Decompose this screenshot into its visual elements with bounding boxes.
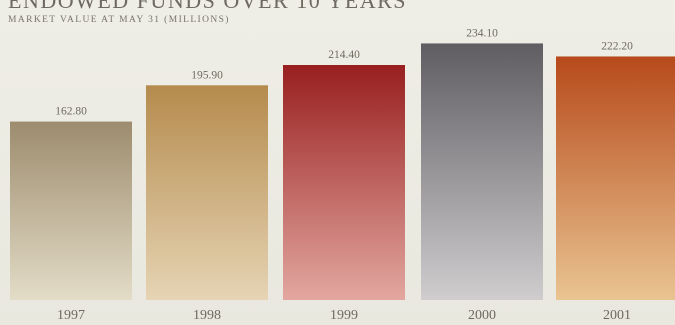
bar-1998 xyxy=(146,85,268,300)
bar-1999 xyxy=(283,65,405,300)
bars-layer xyxy=(10,43,675,301)
value-labels-layer: 162.80 195.90 214.40 234.10 222.20 xyxy=(55,27,633,117)
value-label-2001: 222.20 xyxy=(601,40,633,52)
value-label-1999: 214.40 xyxy=(328,49,360,61)
value-label-2000: 234.10 xyxy=(466,27,498,39)
year-label-2001: 2001 xyxy=(603,308,631,323)
value-label-1998: 195.90 xyxy=(191,69,223,81)
chart-subtitle: MARKET VALUE AT MAY 31 (MILLIONS) xyxy=(8,14,230,25)
bar-2001 xyxy=(556,56,675,301)
year-labels-layer: 1997 1998 1999 2000 2001 xyxy=(57,308,631,323)
bar-1997 xyxy=(10,121,132,300)
value-label-1997: 162.80 xyxy=(55,106,87,118)
year-label-1999: 1999 xyxy=(330,308,358,323)
year-label-1997: 1997 xyxy=(57,308,85,323)
bar-2000 xyxy=(421,43,543,301)
year-label-1998: 1998 xyxy=(193,308,221,323)
chart-title: ENDOWED FUNDS OVER 10 YEARS xyxy=(8,0,407,13)
year-label-2000: 2000 xyxy=(468,308,496,323)
